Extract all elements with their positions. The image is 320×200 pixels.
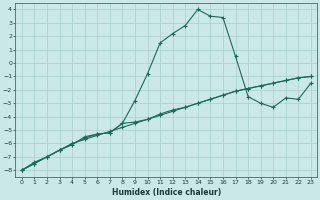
X-axis label: Humidex (Indice chaleur): Humidex (Indice chaleur)	[112, 188, 221, 197]
